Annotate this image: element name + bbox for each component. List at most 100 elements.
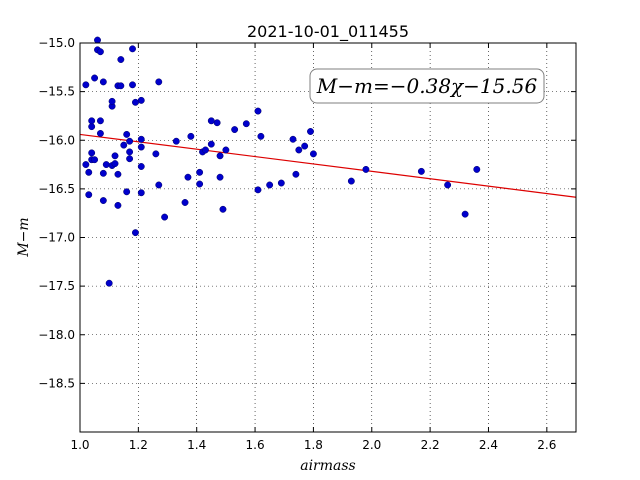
data-point [301,142,309,150]
data-point [242,120,250,128]
y-tick-label: −16.5 [38,182,75,196]
data-point [96,117,104,125]
data-point [129,45,136,53]
data-point [266,181,274,189]
data-point [91,74,99,82]
data-point [99,169,107,177]
data-point [123,130,131,138]
data-points [82,36,481,287]
x-tick-label: 2.0 [362,438,381,452]
data-point [117,56,125,63]
data-point [137,96,145,104]
y-tick-label: −18.5 [38,376,75,390]
data-point [292,170,300,178]
data-point [219,205,227,213]
data-point [213,119,221,127]
data-point [102,161,110,169]
data-point [88,123,96,131]
data-point [111,152,119,160]
chart-title: 2021-10-01_011455 [247,22,409,42]
data-point [184,173,192,181]
y-tick-label: −17.5 [38,279,75,293]
data-point [94,36,101,44]
y-tick-label: −16.0 [38,133,75,147]
x-tick-label: 1.4 [187,438,206,452]
data-point [254,186,262,194]
data-point [254,107,262,115]
data-point [91,156,99,164]
data-point [111,160,119,168]
x-tick-label: 1.8 [304,438,323,452]
data-point [137,135,145,143]
data-point [216,173,224,181]
fit-equation-frame [309,68,545,104]
data-point [123,188,131,196]
y-tick-label: −18.0 [38,328,75,342]
y-tick-label: −17.0 [38,231,75,245]
data-point [137,143,145,151]
data-point [96,48,104,56]
x-axis-label: airmass [300,458,356,474]
data-point [82,81,90,89]
axis-ticks [79,42,576,432]
data-point [137,189,145,197]
data-point [347,177,355,185]
data-point [105,279,113,287]
fit-equation-box: M−m=−0.38χ−15.56 [309,68,545,104]
data-point [114,201,122,209]
data-point [362,165,370,173]
x-tick-labels: 1.0 1.2 1.4 1.6 1.8 2.0 2.2 2.4 2.6 [70,438,556,452]
data-point [131,98,139,106]
x-tick-label: 1.0 [70,438,89,452]
y-axis-label: M−m [16,217,32,257]
data-point [99,197,107,204]
data-point [222,146,230,154]
data-point [126,137,134,145]
data-point [295,146,303,154]
data-point [207,117,215,125]
fit-line [79,133,577,198]
data-point [309,150,317,158]
data-point [257,132,265,140]
y-tick-label: −15.0 [38,36,75,50]
data-point [473,165,481,173]
data-point [129,81,136,89]
data-point [196,180,204,188]
data-point [277,179,285,187]
x-tick-label: 2.6 [537,438,556,452]
data-point [152,150,160,158]
data-point [444,181,452,189]
data-point [216,152,224,160]
data-point [172,137,180,145]
data-point [99,78,107,86]
data-point [88,149,96,157]
x-tick-label: 2.4 [479,438,498,452]
x-tick-label: 2.2 [421,438,440,452]
data-point [231,126,239,134]
y-tick-label: −15.5 [38,85,75,99]
data-point [161,213,169,221]
data-point [155,181,163,189]
fit-equation-text: M−m=−0.38χ−15.56 [316,74,538,98]
data-point [114,170,122,178]
data-point [289,135,297,143]
data-point [85,191,93,199]
data-point [96,129,104,137]
data-point [120,141,128,149]
data-point [108,97,116,105]
data-point [461,210,469,218]
y-tick-labels: −15.0 −15.5 −16.0 −16.5 −17.0 −17.5 −18.0 −18.5 [38,36,75,390]
fit-line-layer [79,133,577,198]
x-tick-label: 1.2 [129,438,148,452]
data-point [202,146,209,154]
data-point [126,155,134,163]
data-point [126,148,134,156]
data-point [88,117,96,125]
data-point [181,199,189,206]
data-point [155,78,163,86]
data-point [187,132,195,140]
data-point [85,168,93,176]
data-point [196,168,204,176]
data-point [117,82,125,90]
